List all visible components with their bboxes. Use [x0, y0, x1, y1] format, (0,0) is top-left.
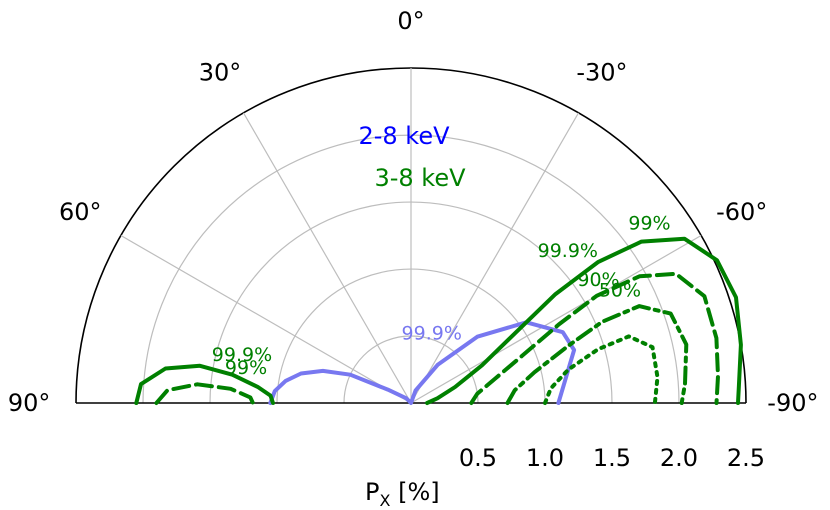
angular-tick-label: 60°	[59, 198, 102, 226]
legend-3-8kev: 3-8 keV	[374, 164, 466, 192]
contour-level-label: 99.9%	[402, 322, 462, 344]
angular-tick-label: 0°	[397, 7, 424, 35]
angular-tick-label: -60°	[716, 198, 767, 226]
contour-level-label: 99.9%	[212, 344, 272, 366]
contour-level-label: 90%	[577, 269, 619, 291]
angular-gridline	[120, 234, 412, 404]
radial-tick-label: 2.5	[727, 444, 765, 472]
angular-gridline	[410, 112, 580, 404]
contour-level-label: 50%	[599, 280, 641, 302]
contour-line	[505, 304, 689, 405]
contour-line	[543, 334, 660, 405]
angular-gridline	[410, 234, 702, 404]
tick-labels: 0.5 1.0 1.5 2.0 2.5 90° 60° 30° 0° -30° -60° -90°	[8, 7, 819, 472]
radial-tick-label: 2.0	[660, 444, 698, 472]
radial-tick-label: 1.5	[593, 444, 631, 472]
contour-level-label: 99%	[225, 357, 267, 379]
radial-axis-label: PX [%]	[365, 478, 440, 510]
angular-tick-label: 30°	[199, 58, 242, 86]
angular-gridline	[242, 112, 412, 404]
radial-tick-label: 0.5	[459, 444, 497, 472]
contour-line	[134, 363, 275, 405]
contour-line	[154, 382, 255, 405]
angular-tick-label: -30°	[576, 58, 627, 86]
angular-tick-label: -90°	[767, 389, 818, 417]
contour-line	[469, 271, 720, 405]
radial-tick-label: 1.0	[526, 444, 564, 472]
contour-line	[268, 320, 577, 405]
contour-layer: 99.9%99.9%99%90%50%99.9%99%	[134, 213, 743, 405]
polar-grid	[75, 67, 747, 404]
contour-level-label: 99.9%	[538, 240, 598, 262]
angular-tick-label: 90°	[8, 389, 51, 417]
contour-level-label: 99%	[628, 213, 670, 235]
contour-line	[425, 236, 743, 405]
legend-2-8kev: 2-8 keV	[358, 122, 450, 150]
